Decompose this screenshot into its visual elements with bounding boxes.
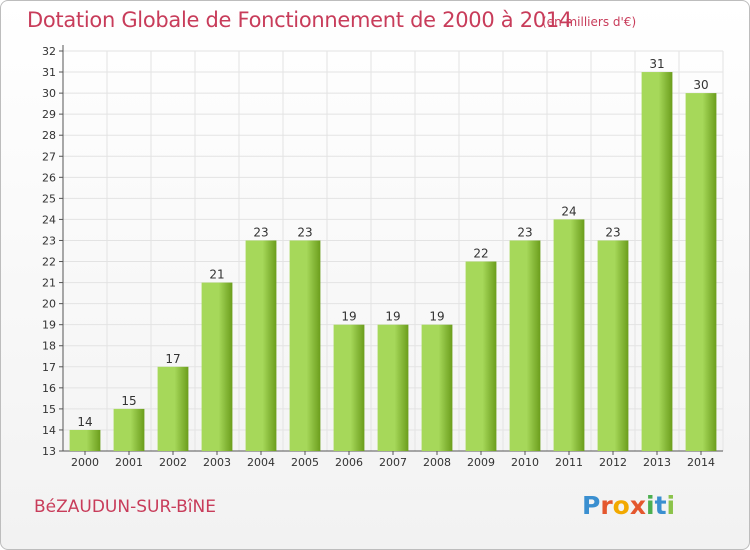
logo-letter: x bbox=[629, 491, 646, 520]
x-tick-label: 2013 bbox=[643, 456, 671, 469]
y-tick-label: 17 bbox=[42, 361, 56, 374]
y-tick-label: 21 bbox=[42, 277, 56, 290]
logo-letter: i bbox=[646, 491, 655, 520]
data-label-2005: 23 bbox=[297, 225, 312, 239]
y-tick-label: 25 bbox=[42, 192, 56, 205]
data-label-2012: 23 bbox=[605, 225, 620, 239]
data-label-2000: 14 bbox=[77, 415, 92, 429]
y-tick-label: 13 bbox=[42, 445, 56, 458]
y-tick-label: 18 bbox=[42, 340, 56, 353]
bar-2002 bbox=[157, 366, 189, 451]
x-tick-label: 2004 bbox=[247, 456, 275, 469]
data-label-2014: 30 bbox=[693, 78, 708, 92]
data-label-2002: 17 bbox=[165, 352, 180, 366]
data-label-2008: 19 bbox=[429, 310, 444, 324]
y-tick-label: 28 bbox=[42, 129, 56, 142]
y-tick-label: 32 bbox=[42, 45, 56, 58]
data-label-2001: 15 bbox=[121, 394, 136, 408]
x-tick-label: 2003 bbox=[203, 456, 231, 469]
bar-2005 bbox=[289, 240, 321, 451]
data-label-2004: 23 bbox=[253, 225, 268, 239]
x-tick-label: 2002 bbox=[159, 456, 187, 469]
y-tick-label: 27 bbox=[42, 150, 56, 163]
bar-2009 bbox=[465, 261, 497, 451]
bar-2011 bbox=[553, 219, 585, 451]
bars bbox=[69, 72, 717, 452]
x-tick-label: 2007 bbox=[379, 456, 407, 469]
logo-letter: o bbox=[612, 491, 630, 520]
bar-2012 bbox=[597, 240, 629, 451]
x-tick-label: 2000 bbox=[71, 456, 99, 469]
commune-name: BéZAUDUN-SUR-BîNE bbox=[34, 497, 216, 517]
bar-2010 bbox=[509, 240, 541, 451]
logo-letter: i bbox=[666, 491, 676, 520]
data-label-2013: 31 bbox=[649, 57, 664, 71]
y-tick-label: 31 bbox=[42, 66, 56, 79]
logo-letter: r bbox=[600, 491, 613, 520]
y-tick-label: 30 bbox=[42, 87, 56, 100]
y-tick-label: 20 bbox=[42, 298, 56, 311]
x-tick-label: 2009 bbox=[467, 456, 495, 469]
bar-2001 bbox=[113, 408, 145, 451]
y-tick-label: 29 bbox=[42, 108, 56, 121]
x-tick-label: 2001 bbox=[115, 456, 143, 469]
x-tick-label: 2008 bbox=[423, 456, 451, 469]
proxiti-logo[interactable]: Proxiti bbox=[582, 491, 675, 520]
x-tick-label: 2012 bbox=[599, 456, 627, 469]
y-tick-label: 14 bbox=[42, 424, 56, 437]
bar-2003 bbox=[201, 282, 233, 451]
data-label-2011: 24 bbox=[561, 204, 576, 218]
bar-2006 bbox=[333, 324, 365, 451]
bar-2007 bbox=[377, 324, 409, 451]
x-tick-label: 2010 bbox=[511, 456, 539, 469]
x-tick-label: 2011 bbox=[555, 456, 583, 469]
bar-2014 bbox=[685, 93, 717, 452]
y-tick-label: 15 bbox=[42, 403, 56, 416]
data-labels: 14 15 17 21 23 23 19 19 19 22 23 24 23 31 30 bbox=[77, 57, 708, 429]
y-tick-label: 24 bbox=[42, 213, 56, 226]
y-tick-label: 22 bbox=[42, 256, 56, 269]
bar-2000 bbox=[69, 429, 101, 451]
data-label-2010: 23 bbox=[517, 225, 532, 239]
y-tick-label: 26 bbox=[42, 171, 56, 184]
x-tick-label: 2005 bbox=[291, 456, 319, 469]
bar-2013 bbox=[641, 72, 673, 451]
y-tick-label: 23 bbox=[42, 234, 56, 247]
data-label-2003: 21 bbox=[209, 268, 224, 282]
data-label-2007: 19 bbox=[385, 310, 400, 324]
chart-title: Dotation Globale de Fonctionnement de 20… bbox=[27, 8, 572, 32]
y-tick-label: 19 bbox=[42, 319, 56, 332]
bar-2004 bbox=[245, 240, 277, 451]
chart-unit-subtitle: (en milliers d'€) bbox=[542, 15, 637, 29]
y-tick-label: 16 bbox=[42, 382, 56, 395]
bar-2008 bbox=[421, 324, 453, 451]
logo-letter: t bbox=[654, 491, 667, 520]
x-tick-label: 2014 bbox=[687, 456, 715, 469]
x-tick-label: 2006 bbox=[335, 456, 363, 469]
logo-letter: P bbox=[582, 491, 601, 520]
data-label-2006: 19 bbox=[341, 310, 356, 324]
data-label-2009: 22 bbox=[473, 247, 488, 261]
